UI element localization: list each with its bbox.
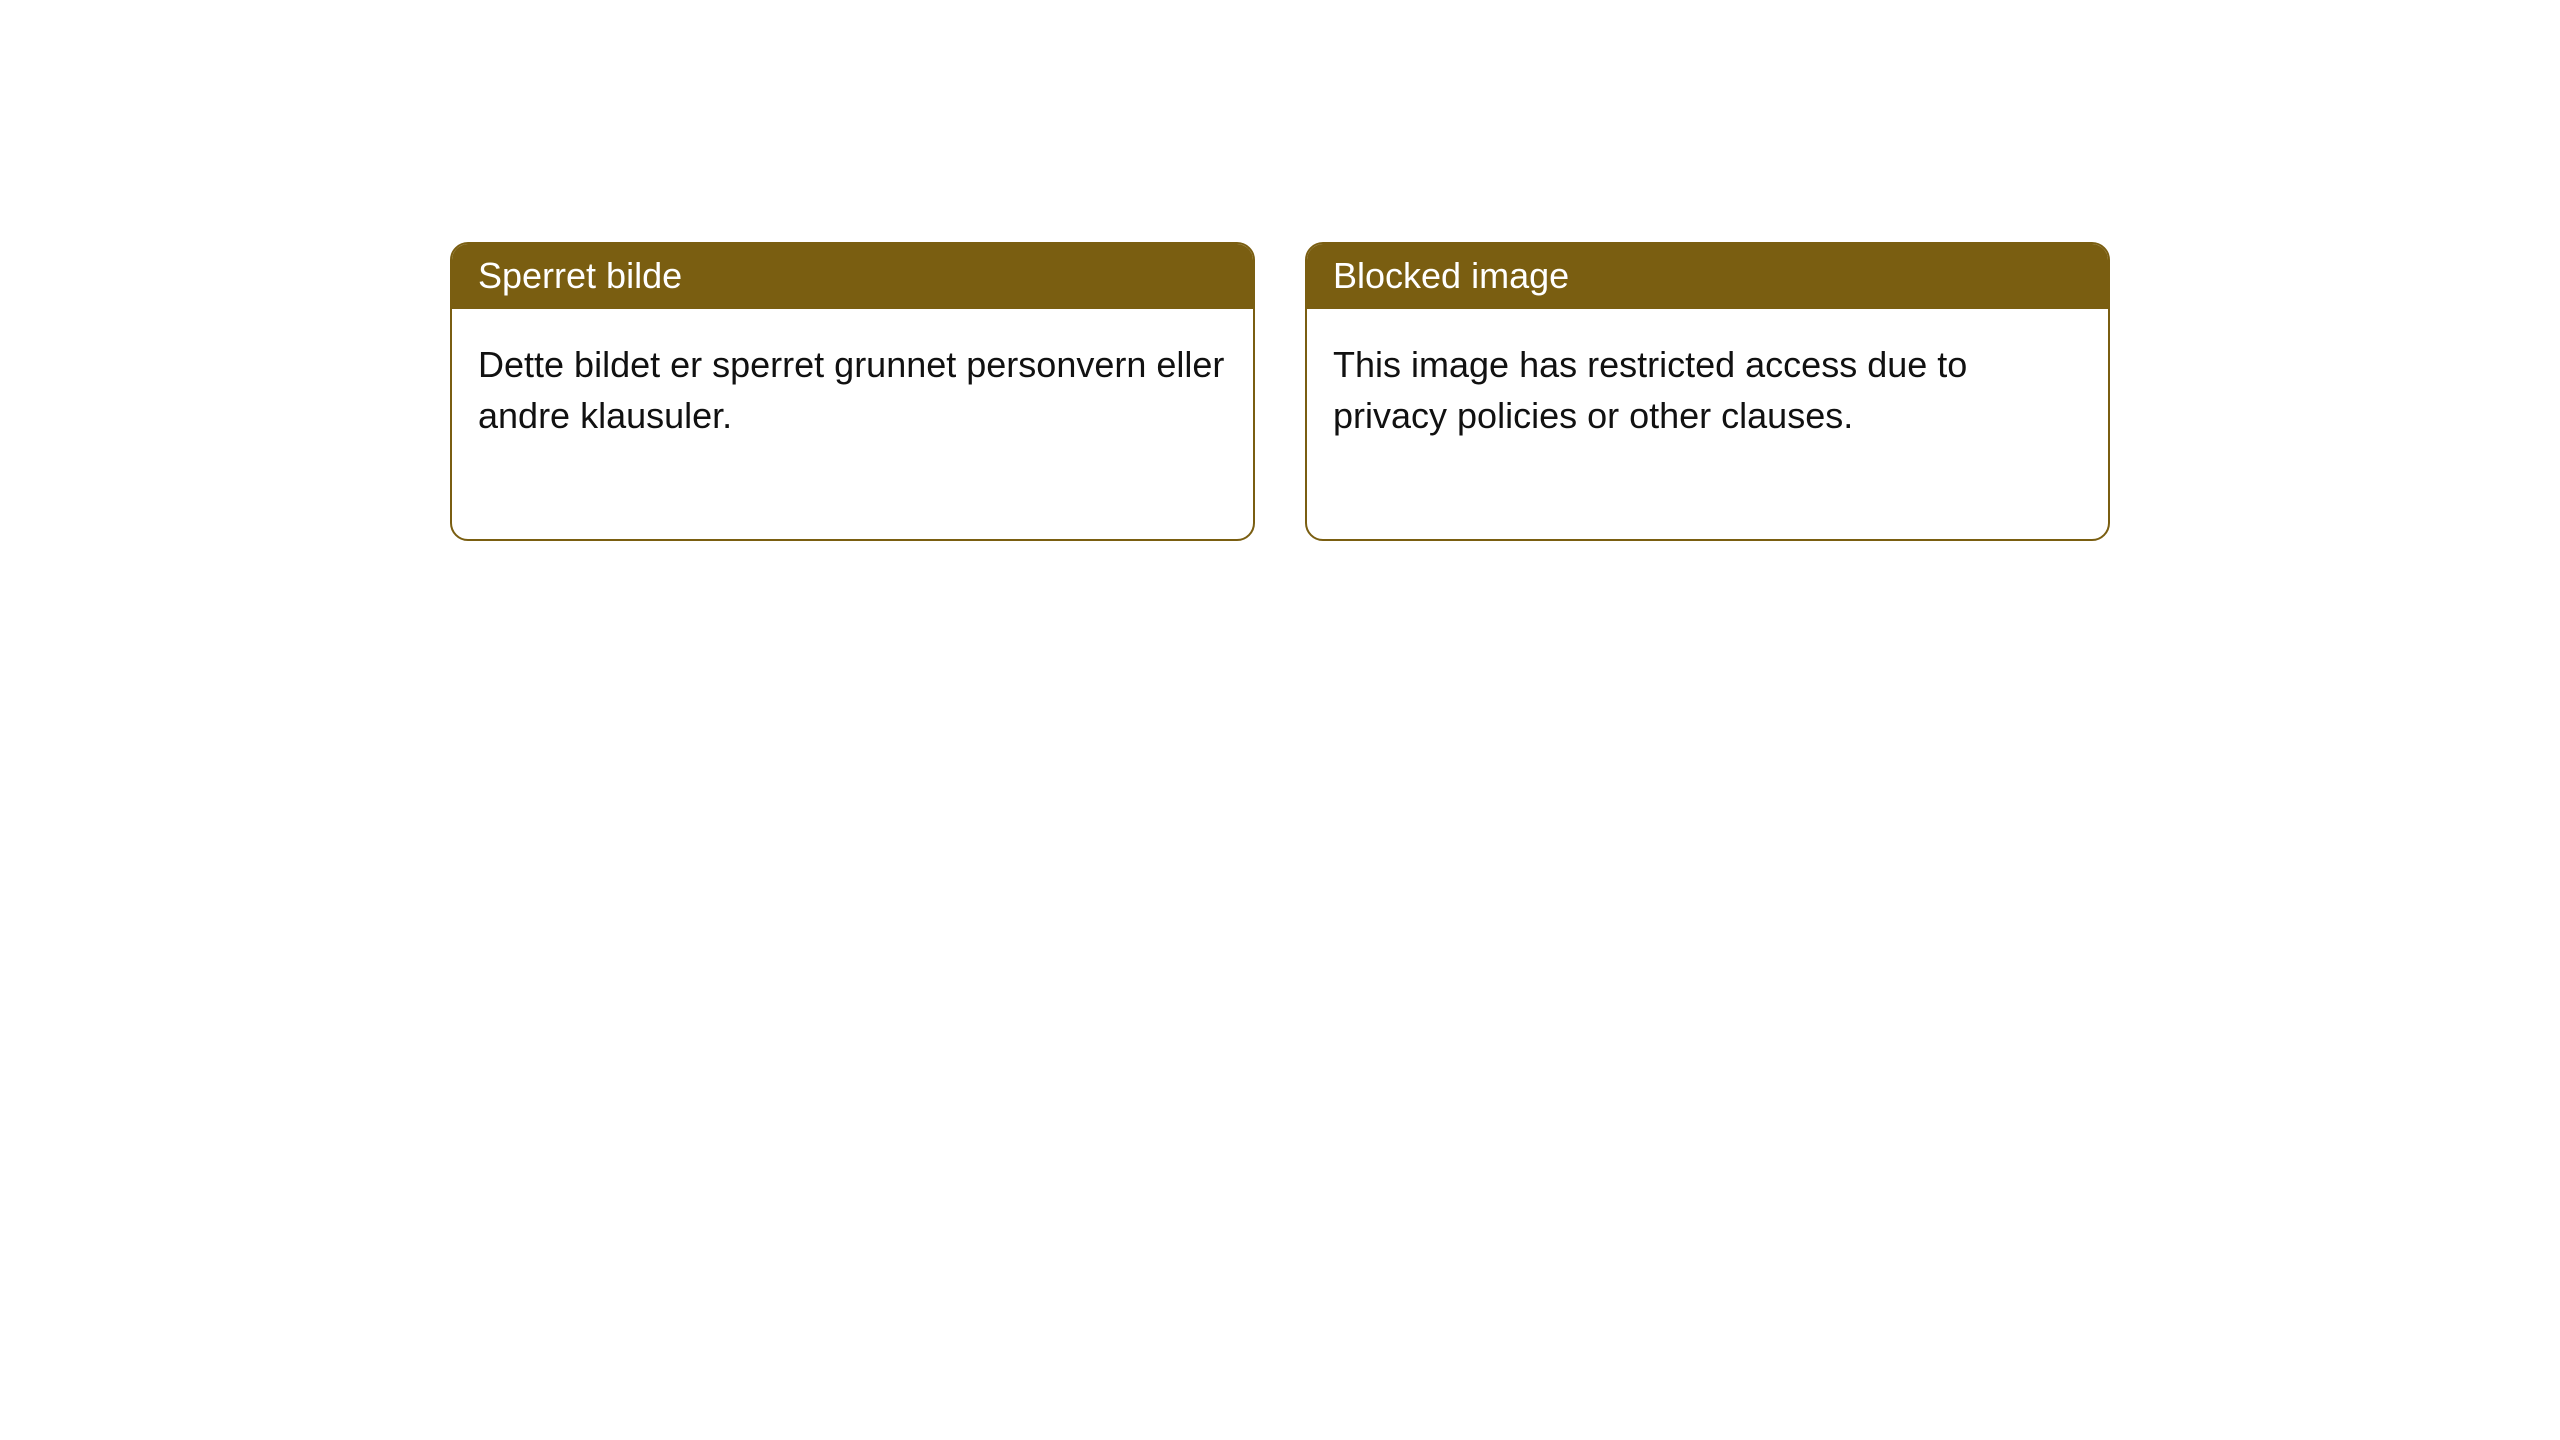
notice-header: Blocked image <box>1307 244 2108 309</box>
notice-card-norwegian: Sperret bilde Dette bildet er sperret gr… <box>450 242 1255 541</box>
notice-header: Sperret bilde <box>452 244 1253 309</box>
notice-body: Dette bildet er sperret grunnet personve… <box>452 309 1253 539</box>
notice-body: This image has restricted access due to … <box>1307 309 2108 539</box>
notice-card-english: Blocked image This image has restricted … <box>1305 242 2110 541</box>
notice-container: Sperret bilde Dette bildet er sperret gr… <box>0 0 2560 541</box>
